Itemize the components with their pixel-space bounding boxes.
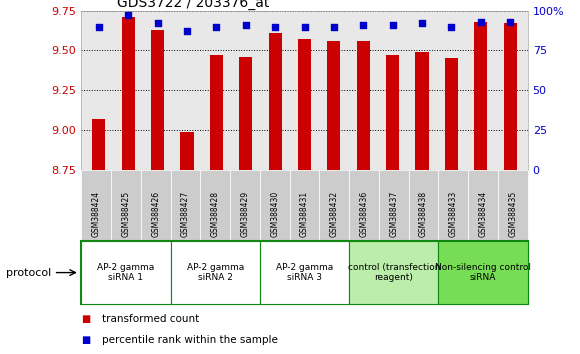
Point [270, 24, 280, 29]
Text: AP-2 gamma
siRNA 3: AP-2 gamma siRNA 3 [276, 263, 333, 282]
Bar [210, 55, 223, 170]
Bar [269, 33, 282, 170]
Text: protocol: protocol [6, 268, 51, 278]
Text: ■: ■ [81, 335, 90, 345]
Bar [415, 52, 429, 170]
Text: GSM388425: GSM388425 [121, 191, 130, 237]
Text: Non-silencing control
siRNA: Non-silencing control siRNA [435, 263, 531, 282]
Text: GDS3722 / 203376_at: GDS3722 / 203376_at [117, 0, 269, 10]
Bar [357, 41, 370, 170]
Bar [151, 30, 164, 170]
Text: GSM388430: GSM388430 [270, 191, 279, 237]
Text: transformed count: transformed count [102, 314, 199, 324]
Point [388, 22, 397, 28]
Point [212, 24, 221, 29]
Point [358, 22, 368, 28]
Point [241, 22, 251, 28]
Text: GSM388428: GSM388428 [211, 191, 220, 237]
Text: GSM388438: GSM388438 [419, 191, 428, 237]
Bar [327, 41, 340, 170]
Bar [445, 58, 458, 170]
Bar [180, 132, 194, 170]
Point [418, 21, 427, 26]
Text: percentile rank within the sample: percentile rank within the sample [102, 335, 277, 345]
Text: GSM388424: GSM388424 [92, 191, 100, 237]
Point [300, 24, 309, 29]
Bar [122, 17, 135, 170]
Bar [386, 55, 399, 170]
Text: AP-2 gamma
siRNA 1: AP-2 gamma siRNA 1 [97, 263, 154, 282]
Point [506, 19, 515, 24]
Text: GSM388426: GSM388426 [151, 191, 160, 237]
Text: GSM388427: GSM388427 [181, 191, 190, 237]
Point [153, 21, 162, 26]
Point [476, 19, 485, 24]
Text: GSM388431: GSM388431 [300, 191, 309, 237]
Text: ■: ■ [81, 314, 90, 324]
Text: GSM388432: GSM388432 [330, 191, 339, 237]
Text: GSM388436: GSM388436 [360, 191, 368, 237]
Bar [298, 39, 311, 170]
Text: GSM388429: GSM388429 [241, 191, 249, 237]
Text: AP-2 gamma
siRNA 2: AP-2 gamma siRNA 2 [187, 263, 244, 282]
Bar [503, 23, 517, 170]
Text: GSM388437: GSM388437 [389, 191, 398, 237]
Text: GSM388433: GSM388433 [449, 191, 458, 237]
Text: GSM388434: GSM388434 [478, 191, 488, 237]
Bar [474, 22, 487, 170]
Text: control (transfection
reagent): control (transfection reagent) [347, 263, 440, 282]
Bar [92, 119, 106, 170]
Point [329, 24, 339, 29]
Point [94, 24, 103, 29]
Point [182, 29, 191, 34]
Text: GSM388435: GSM388435 [509, 191, 517, 237]
Point [447, 24, 456, 29]
Point [124, 12, 133, 18]
Bar [239, 57, 252, 170]
